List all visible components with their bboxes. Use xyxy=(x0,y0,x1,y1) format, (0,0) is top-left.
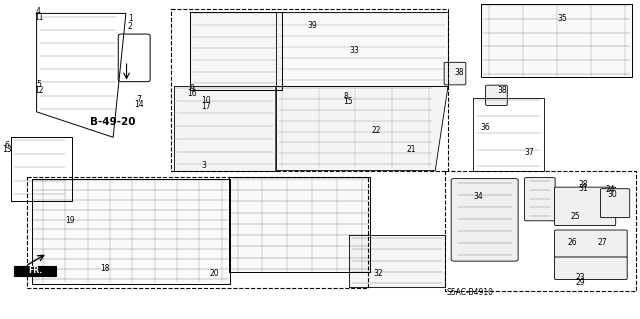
Text: 23: 23 xyxy=(575,272,585,281)
Text: 17: 17 xyxy=(201,102,211,111)
Text: 26: 26 xyxy=(568,238,577,247)
Text: 5: 5 xyxy=(36,80,41,89)
Text: 18: 18 xyxy=(100,263,109,273)
Text: 25: 25 xyxy=(571,211,580,220)
FancyBboxPatch shape xyxy=(554,230,627,257)
Text: 37: 37 xyxy=(525,148,534,157)
Text: 16: 16 xyxy=(187,89,196,98)
Text: 20: 20 xyxy=(210,269,220,278)
Text: 22: 22 xyxy=(372,126,381,135)
Text: 38: 38 xyxy=(497,86,507,95)
Text: 38: 38 xyxy=(454,68,464,77)
Polygon shape xyxy=(481,4,632,77)
Text: 29: 29 xyxy=(575,278,585,287)
Text: 9: 9 xyxy=(189,84,194,93)
Text: 10: 10 xyxy=(201,96,211,105)
Text: 2: 2 xyxy=(128,22,132,31)
Polygon shape xyxy=(276,12,448,86)
Polygon shape xyxy=(276,86,448,171)
Text: S5AC-B4910: S5AC-B4910 xyxy=(447,288,494,297)
Text: 8: 8 xyxy=(344,92,348,101)
Text: 34: 34 xyxy=(474,192,483,202)
Text: 30: 30 xyxy=(607,190,618,199)
Polygon shape xyxy=(349,235,445,287)
Text: 11: 11 xyxy=(34,13,44,22)
Text: 32: 32 xyxy=(373,269,383,278)
Text: 4: 4 xyxy=(36,7,41,16)
Text: 27: 27 xyxy=(598,238,607,247)
FancyBboxPatch shape xyxy=(554,187,616,226)
Polygon shape xyxy=(173,86,276,171)
Text: 19: 19 xyxy=(66,216,76,225)
Text: 28: 28 xyxy=(579,180,588,189)
Text: 3: 3 xyxy=(201,161,206,170)
Text: 12: 12 xyxy=(34,86,44,95)
Text: 31: 31 xyxy=(579,184,588,193)
Text: 39: 39 xyxy=(307,21,317,30)
Text: 13: 13 xyxy=(2,145,12,154)
Text: 35: 35 xyxy=(558,14,568,23)
FancyBboxPatch shape xyxy=(554,257,627,279)
FancyBboxPatch shape xyxy=(444,62,466,85)
Text: 21: 21 xyxy=(407,145,417,154)
Text: 6: 6 xyxy=(4,141,9,150)
FancyBboxPatch shape xyxy=(486,85,508,106)
Text: 15: 15 xyxy=(344,97,353,106)
Text: 24: 24 xyxy=(606,185,616,194)
Polygon shape xyxy=(31,179,230,284)
Text: 1: 1 xyxy=(128,14,132,23)
Polygon shape xyxy=(229,177,370,272)
Text: FR.: FR. xyxy=(28,266,42,276)
FancyBboxPatch shape xyxy=(118,34,150,82)
FancyBboxPatch shape xyxy=(600,189,630,218)
Text: 14: 14 xyxy=(134,100,143,109)
Polygon shape xyxy=(189,12,282,90)
Text: B-49-20: B-49-20 xyxy=(90,117,136,127)
Text: 7: 7 xyxy=(136,95,141,104)
Text: 36: 36 xyxy=(480,122,490,132)
Text: 33: 33 xyxy=(349,46,359,56)
FancyBboxPatch shape xyxy=(451,179,518,261)
FancyBboxPatch shape xyxy=(14,266,56,276)
FancyBboxPatch shape xyxy=(525,178,555,221)
